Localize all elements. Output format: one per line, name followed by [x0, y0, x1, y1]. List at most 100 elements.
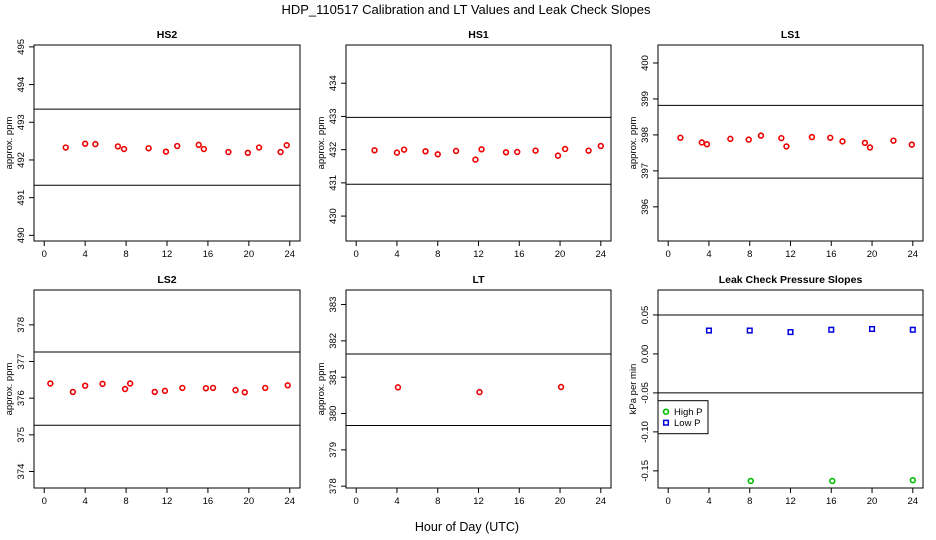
y-tick-label: 0.00 — [640, 345, 651, 364]
data-point — [422, 148, 429, 155]
data-point — [909, 326, 916, 333]
x-tick-label: 16 — [203, 249, 214, 260]
x-tick-label: 0 — [666, 496, 671, 507]
x-tick-label: 0 — [666, 249, 671, 260]
data-point — [890, 137, 897, 144]
data-point — [121, 385, 129, 393]
data-point — [284, 382, 291, 389]
x-tick-label: 4 — [706, 249, 711, 260]
series-ls2 — [47, 380, 291, 396]
data-point — [255, 144, 263, 151]
x-tick-label: 0 — [42, 496, 47, 507]
x-tick-label: 8 — [123, 496, 128, 507]
x-tick-label: 20 — [555, 249, 566, 260]
y-tick-label: 397 — [640, 163, 651, 179]
panel-ls1: LS1 0 4 8 12 16 20 24 396 397 398 399 400 approx. ppm — [628, 29, 924, 260]
data-point — [195, 141, 202, 149]
x-tick-label: 16 — [514, 249, 525, 260]
data-point — [514, 148, 521, 156]
x-tick-label: 16 — [826, 496, 837, 507]
y-tick-label: 490 — [16, 227, 27, 243]
data-point — [861, 139, 869, 147]
data-point — [120, 145, 128, 153]
y-tick-label: 398 — [640, 127, 651, 143]
series-low-p — [705, 325, 916, 336]
data-point — [277, 148, 284, 156]
data-point — [866, 144, 874, 151]
data-point — [262, 384, 269, 392]
panel-hs1: HS1 0 4 8 12 16 20 24 430 431 432 433 434 approx. ppm — [316, 29, 612, 260]
data-point — [114, 143, 122, 150]
data-point — [909, 477, 917, 484]
legend-label: High P — [674, 407, 703, 418]
data-point — [829, 477, 836, 485]
x-tick-label: 4 — [394, 249, 399, 260]
y-tick-label: 492 — [16, 152, 27, 168]
data-point — [703, 141, 711, 148]
y-tick-label: 374 — [16, 464, 27, 480]
data-point — [908, 141, 915, 148]
series-ls1 — [677, 132, 915, 151]
legend-swatch — [662, 408, 670, 415]
y-tick-label: 383 — [328, 297, 339, 313]
y-tick-label: -0.15 — [640, 460, 651, 482]
series-lt — [394, 383, 565, 396]
panel-leak: Leak Check Pressure Slopes 0 4 8 12 16 20 24 -0.… — [628, 274, 924, 507]
y-tick-label: 0.05 — [640, 306, 651, 325]
x-tick-label: 4 — [394, 496, 399, 507]
x-tick-label: 0 — [42, 249, 47, 260]
x-tick-label: 16 — [514, 496, 525, 507]
y-tick-label: 430 — [328, 208, 339, 224]
legend-box — [657, 400, 709, 435]
data-point — [434, 151, 441, 158]
x-tick-label: 12 — [473, 249, 484, 260]
x-tick-label: 16 — [203, 496, 214, 507]
data-point — [532, 147, 539, 154]
figure-title: HDP_110517 Calibration and LT Values and… — [281, 2, 651, 17]
x-tick-label: 24 — [908, 496, 919, 507]
y-tick-label: 493 — [16, 114, 27, 130]
data-point — [557, 383, 565, 391]
data-point — [174, 142, 181, 150]
y-tick-label: 378 — [16, 317, 27, 333]
data-point — [561, 145, 569, 153]
y-axis-label: approx. ppm — [316, 363, 327, 416]
data-point — [502, 149, 510, 156]
x-tick-label: 24 — [908, 249, 919, 260]
data-point — [747, 477, 754, 485]
figure-xlabel: Hour of Day (UTC) — [415, 520, 519, 534]
x-tick-label: 4 — [83, 249, 88, 260]
y-tick-label: 378 — [328, 478, 339, 494]
data-point — [705, 327, 713, 334]
data-point — [62, 144, 69, 151]
data-point — [202, 385, 210, 392]
data-point — [92, 140, 99, 148]
data-point — [808, 133, 816, 141]
data-point — [81, 382, 89, 389]
data-point — [783, 143, 790, 150]
data-point — [81, 140, 89, 147]
series-high-p — [747, 477, 917, 485]
y-tick-label: 379 — [328, 442, 339, 458]
data-point — [225, 148, 232, 156]
plot-frame — [345, 44, 612, 242]
data-point — [145, 145, 152, 152]
x-tick-label: 24 — [284, 249, 295, 260]
x-tick-label: 12 — [785, 249, 796, 260]
data-point — [746, 327, 753, 334]
y-tick-label: 380 — [328, 406, 339, 422]
x-tick-label: 8 — [435, 249, 440, 260]
y-tick-label: 381 — [328, 369, 339, 385]
x-tick-label: 8 — [435, 496, 440, 507]
data-point — [677, 134, 684, 141]
y-tick-label: 434 — [328, 75, 339, 91]
data-point — [371, 147, 378, 154]
data-point — [394, 384, 402, 391]
data-point — [698, 139, 706, 146]
x-tick-label: 12 — [162, 496, 173, 507]
plot-frame — [657, 289, 924, 489]
plot-frame — [345, 289, 612, 489]
legend-swatch — [662, 419, 670, 426]
data-point — [179, 384, 186, 392]
data-point — [827, 134, 834, 141]
